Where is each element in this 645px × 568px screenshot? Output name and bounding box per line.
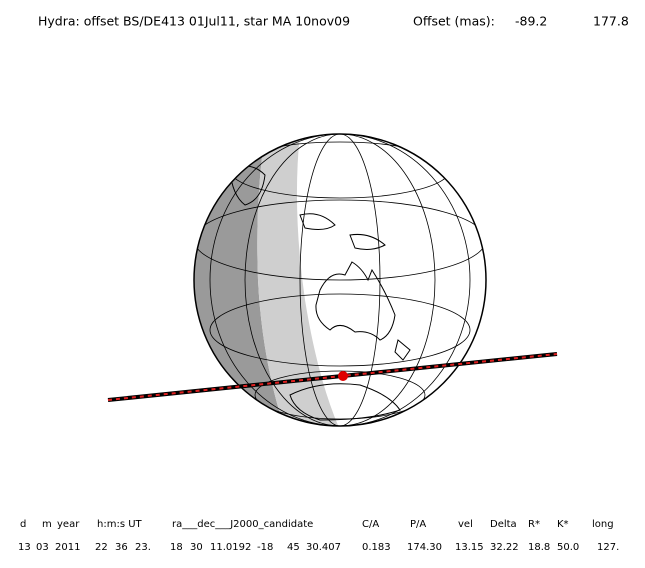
- column-header: year: [57, 519, 80, 530]
- globe-limb: [193, 133, 487, 427]
- column-value: 45: [287, 542, 300, 553]
- column-value: -18: [257, 542, 273, 553]
- column-header: R*: [528, 519, 540, 530]
- column-value: 11.0192: [210, 542, 251, 553]
- column-value: 50.0: [557, 542, 579, 553]
- column-value: 30.407: [306, 542, 341, 553]
- column-value: 0.183: [362, 542, 391, 553]
- column-header: ra___dec___J2000_candidate: [172, 519, 313, 530]
- column-value: 13: [18, 542, 31, 553]
- column-header: m: [42, 519, 52, 530]
- column-value: 13.15: [455, 542, 484, 553]
- column-value: 127.: [597, 542, 619, 553]
- offset-value: 177.8: [593, 14, 629, 29]
- path-center: [107, 353, 558, 401]
- column-value: 22: [95, 542, 108, 553]
- column-value: 18: [170, 542, 183, 553]
- closest-approach: [338, 371, 348, 381]
- offset-value: -89.2: [515, 14, 547, 29]
- column-header: Delta: [490, 519, 517, 530]
- column-header: d: [20, 519, 26, 530]
- offset-label: Offset (mas):: [413, 14, 495, 29]
- column-value: 03: [36, 542, 49, 553]
- column-value: 174.30: [407, 542, 442, 553]
- column-header: K*: [557, 519, 569, 530]
- title: Hydra: offset BS/DE413 01Jul11, star MA …: [38, 14, 350, 29]
- column-header: C/A: [362, 519, 379, 530]
- column-value: 36: [115, 542, 128, 553]
- column-value: 32.22: [490, 542, 519, 553]
- column-value: 18.8: [528, 542, 550, 553]
- occultation-path: [107, 352, 558, 402]
- column-value: 30: [190, 542, 203, 553]
- globe: [193, 133, 487, 427]
- column-header: h:m:s UT: [97, 519, 143, 530]
- graticule: [194, 134, 486, 426]
- twilight-zone: [257, 134, 340, 426]
- column-header: P/A: [410, 519, 426, 530]
- column-value: 23.: [135, 542, 151, 553]
- column-header: long: [592, 519, 614, 530]
- column-value: 2011: [55, 542, 80, 553]
- column-header: vel: [458, 519, 473, 530]
